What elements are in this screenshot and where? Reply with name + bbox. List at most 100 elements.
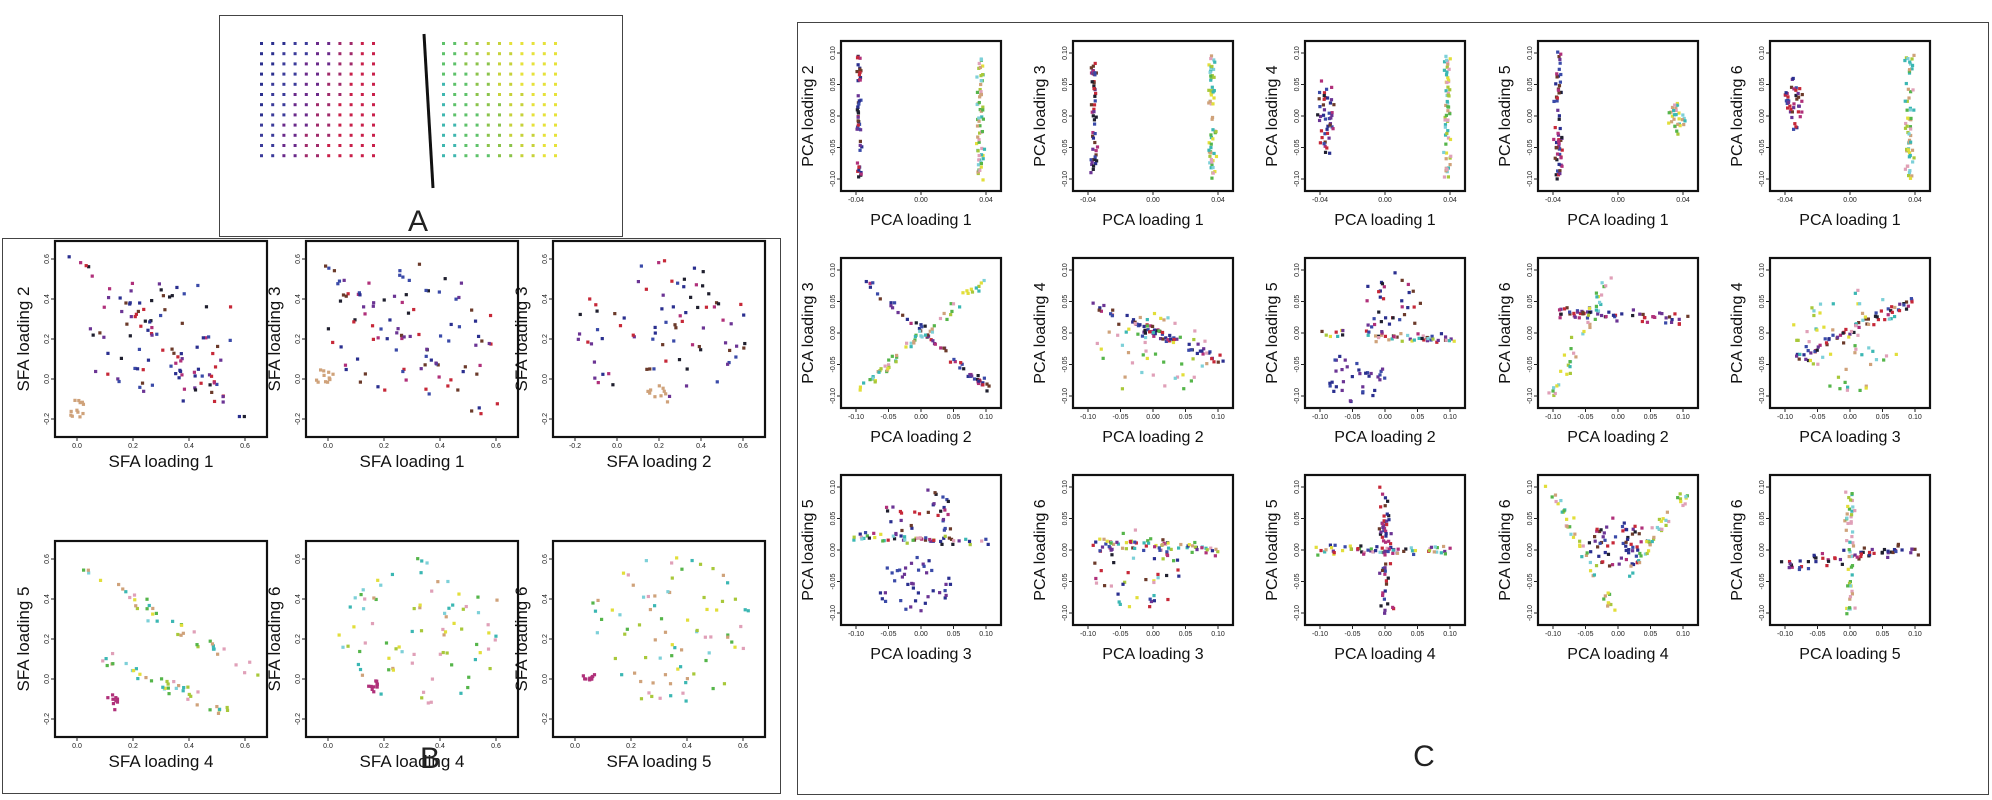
data-point bbox=[1647, 540, 1651, 544]
data-point bbox=[446, 579, 450, 584]
grid-point bbox=[464, 82, 468, 86]
data-point bbox=[1793, 122, 1797, 126]
grid-point bbox=[316, 52, 319, 56]
y-tick-label: 0.4 bbox=[44, 294, 51, 304]
data-point bbox=[1382, 514, 1386, 518]
data-point bbox=[1204, 551, 1208, 555]
grid-point bbox=[372, 93, 375, 96]
data-point bbox=[1093, 71, 1097, 75]
data-point bbox=[1894, 352, 1898, 357]
data-point bbox=[1910, 298, 1914, 302]
data-point bbox=[1788, 110, 1793, 114]
data-point bbox=[958, 366, 962, 370]
data-point bbox=[213, 365, 218, 369]
data-point bbox=[1598, 541, 1602, 545]
data-point bbox=[923, 324, 927, 328]
grid-point bbox=[520, 52, 524, 56]
y-tick-label: 0.10 bbox=[1062, 480, 1069, 494]
data-point bbox=[1379, 530, 1383, 534]
data-point bbox=[978, 107, 982, 112]
scatter-plot: -0.10 -0.05 0.00 0.05 0.100.100.050.00-0.05-… bbox=[1264, 473, 1467, 663]
data-point bbox=[167, 295, 172, 299]
data-point bbox=[412, 652, 416, 657]
data-point bbox=[1859, 552, 1863, 556]
grid-point bbox=[349, 42, 353, 45]
data-point bbox=[1867, 550, 1872, 555]
data-point bbox=[1444, 73, 1449, 77]
data-point bbox=[1146, 539, 1150, 543]
data-point bbox=[1645, 540, 1649, 544]
data-point bbox=[1366, 323, 1370, 327]
data-point bbox=[1864, 386, 1868, 390]
grid-point bbox=[293, 62, 297, 66]
x-tick-label: 0.04 bbox=[1211, 197, 1225, 204]
data-point bbox=[1827, 337, 1831, 341]
data-point bbox=[326, 327, 331, 331]
data-point bbox=[1686, 314, 1690, 318]
data-point bbox=[704, 305, 709, 309]
data-point bbox=[1603, 538, 1607, 542]
x-tick-label: 0.0 bbox=[570, 743, 580, 750]
data-point bbox=[733, 597, 738, 601]
data-point bbox=[1910, 300, 1914, 304]
data-point bbox=[117, 379, 121, 384]
data-point bbox=[855, 69, 859, 74]
data-point bbox=[858, 78, 862, 82]
data-point bbox=[1627, 551, 1631, 555]
data-point bbox=[1381, 593, 1385, 598]
data-point bbox=[1330, 380, 1334, 384]
data-point bbox=[868, 378, 872, 382]
y-tick-label: 0.4 bbox=[542, 594, 549, 604]
y-tick-label: 0.05 bbox=[1294, 512, 1301, 526]
grid-point bbox=[271, 62, 275, 66]
data-point bbox=[985, 389, 989, 393]
data-point bbox=[1553, 125, 1557, 130]
data-point bbox=[1566, 363, 1570, 367]
y-tick-label: 0.05 bbox=[1527, 78, 1534, 92]
data-point bbox=[1192, 375, 1196, 379]
data-point bbox=[1091, 130, 1095, 135]
data-point bbox=[689, 295, 693, 299]
data-point bbox=[1631, 313, 1635, 318]
data-point bbox=[1142, 541, 1146, 545]
data-point bbox=[1555, 72, 1559, 76]
data-point bbox=[1577, 316, 1581, 320]
data-point bbox=[1383, 569, 1387, 573]
data-point bbox=[641, 595, 646, 599]
data-point bbox=[1846, 567, 1850, 571]
data-point bbox=[912, 340, 916, 344]
data-point bbox=[1906, 148, 1910, 152]
data-point bbox=[1624, 557, 1628, 562]
data-point bbox=[1619, 556, 1623, 560]
data-point bbox=[1156, 576, 1160, 580]
data-point bbox=[613, 656, 617, 661]
data-point bbox=[495, 598, 499, 602]
data-point bbox=[447, 339, 451, 343]
data-point bbox=[147, 603, 151, 608]
data-point bbox=[1848, 332, 1852, 336]
data-point bbox=[383, 388, 387, 392]
data-point bbox=[1379, 505, 1383, 509]
data-point bbox=[980, 129, 985, 134]
data-point bbox=[1212, 360, 1216, 364]
grid-point bbox=[327, 52, 331, 56]
data-point bbox=[1208, 99, 1212, 103]
data-point bbox=[1557, 117, 1561, 121]
data-point bbox=[881, 539, 885, 543]
data-point bbox=[1677, 117, 1681, 121]
data-point bbox=[1091, 136, 1096, 140]
data-point bbox=[76, 410, 80, 414]
data-point bbox=[1391, 551, 1395, 555]
grid-point bbox=[372, 82, 375, 86]
data-point bbox=[1098, 549, 1102, 553]
data-point bbox=[225, 708, 230, 712]
data-point bbox=[1404, 547, 1408, 551]
data-point bbox=[593, 609, 598, 613]
data-point bbox=[1435, 340, 1439, 344]
data-point bbox=[618, 324, 623, 328]
data-point bbox=[208, 708, 212, 712]
data-point bbox=[1169, 337, 1173, 341]
y-tick-label: 0.00 bbox=[1759, 109, 1766, 123]
data-point bbox=[1383, 572, 1387, 576]
data-point bbox=[443, 630, 448, 634]
